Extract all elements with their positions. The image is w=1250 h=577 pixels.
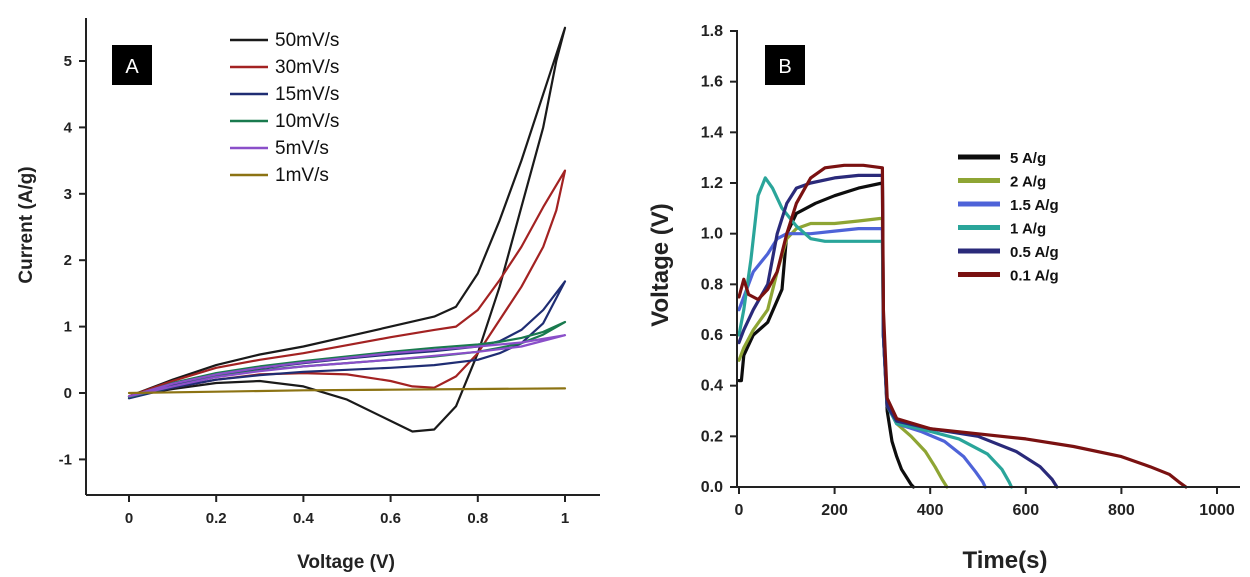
panel-b-y-tick-label: 1.6 [701,74,723,91]
panel-b-legend-label-4: 0.5 A/g [1010,244,1059,261]
panel-b-y-tick-label: 0.2 [701,428,723,445]
panel-b-letter: B [778,56,791,78]
panel-b-legend-label-2: 1.5 A/g [1010,197,1059,214]
panel-b-x-tick-label: 400 [917,502,944,519]
panel-b-legend-label-5: 0.1 A/g [1010,268,1059,285]
panel-b-x-tick-label: 800 [1108,502,1135,519]
panel-b-y-tick-label: 0.8 [701,276,723,293]
panel-a-y-tick-label: 1 [64,319,72,336]
panel-b-legend-label-1: 2 A/g [1010,174,1046,191]
panel-a-y-tick-label: 2 [64,252,72,269]
panel-a-ylabel: Current (A/g) [16,166,37,283]
panel-a-y-tick-label: 4 [64,119,73,136]
panel-b-y-tick-label: 0.6 [701,327,723,344]
panel-a-y-tick-label: 3 [64,186,72,203]
panel-a-series [127,26,567,433]
panel-b-series-line-5 [737,163,1188,489]
panel-b-legend-label-3: 1 A/g [1010,221,1046,238]
panel-a-xlabel: Voltage (V) [297,552,395,573]
panel-b-x-tick-label: 1000 [1199,502,1235,519]
panel-b-series-line-2 [737,227,987,489]
panel-a-y-tick-label: 0 [64,385,72,402]
panel-b-series [737,163,1188,489]
panel-a-legend-label-2: 15mV/s [275,84,339,105]
panel-b-y-tick-label: 1.2 [701,175,723,192]
panel-a-series-line-1 [127,169,567,398]
panel-a-legend-label-1: 30mV/s [275,57,339,78]
panel-b-legend-label-0: 5 A/g [1010,150,1046,167]
panel-a-letter-box [112,45,152,85]
panel-b: 0 200 400 600 800 1000 0.0 0.2 0.4 0.6 0.8 1.0 1.2 1… [647,23,1240,574]
panel-b-x-ticks: 0 200 400 600 800 1000 [735,487,1235,519]
panel-b-x-tick-label: 0 [735,502,744,519]
panel-a-x-tick-label: 1 [561,510,569,527]
panel-a-series-line-5 [127,387,567,395]
panel-b-letter-box [765,45,805,85]
panel-a-x-tick-label: 0.2 [206,510,227,527]
panel-a-series-line-4 [127,334,567,398]
panel-a-x-tick-label: 0.4 [293,510,315,527]
panel-b-x-tick-label: 600 [1012,502,1039,519]
panel-a-y-tick-label: -1 [59,451,72,468]
panel-a-x-tick-label: 0.6 [380,510,401,527]
panel-b-series-line-0 [737,181,916,489]
panel-b-xlabel: Time(s) [963,547,1048,574]
panel-a-x-tick-label: 0.8 [467,510,488,527]
panel-b-series-line-3 [737,176,1014,489]
panel-b-y-tick-label: 0.0 [701,479,723,496]
panel-a-letter: A [125,56,139,78]
panel-a-y-ticks: -1 0 1 2 3 4 5 [59,53,86,468]
panel-b-series-line-1 [737,216,949,489]
panel-b-y-tick-label: 0.4 [701,378,723,395]
panel-b-y-tick-label: 1.0 [701,226,723,243]
panel-a-x-tick-label: 0 [125,510,133,527]
panel-b-y-ticks: 0.0 0.2 0.4 0.6 0.8 1.0 1.2 1.4 1.6 1.8 [701,23,737,496]
panel-a-series-line-0 [127,26,567,433]
panel-b-y-tick-label: 1.8 [701,23,723,40]
panel-a-x-ticks: 0 0.2 0.4 0.6 0.8 1 [125,495,569,527]
panel-a-y-tick-label: 5 [64,53,72,70]
panel-b-x-tick-label: 200 [821,502,848,519]
panel-a-legend-label-3: 10mV/s [275,111,339,132]
panel-b-legend: 5 A/g 2 A/g 1.5 A/g 1 A/g 0.5 A/g 0.1 A/g [958,150,1059,285]
panel-a-legend: 50mV/s 30mV/s 15mV/s 10mV/s 5mV/s 1mV/s [230,30,339,186]
panel-a: 0 0.2 0.4 0.6 0.8 1 -1 0 1 2 3 4 5 A Voltage (V) Cu… [16,18,600,573]
panel-a-legend-label-5: 1mV/s [275,165,329,186]
panel-a-legend-label-4: 5mV/s [275,138,329,159]
panel-a-legend-label-0: 50mV/s [275,30,339,51]
panel-b-ylabel: Voltage (V) [647,203,674,327]
panel-b-series-line-4 [737,173,1059,489]
panel-b-y-tick-label: 1.4 [701,124,723,141]
